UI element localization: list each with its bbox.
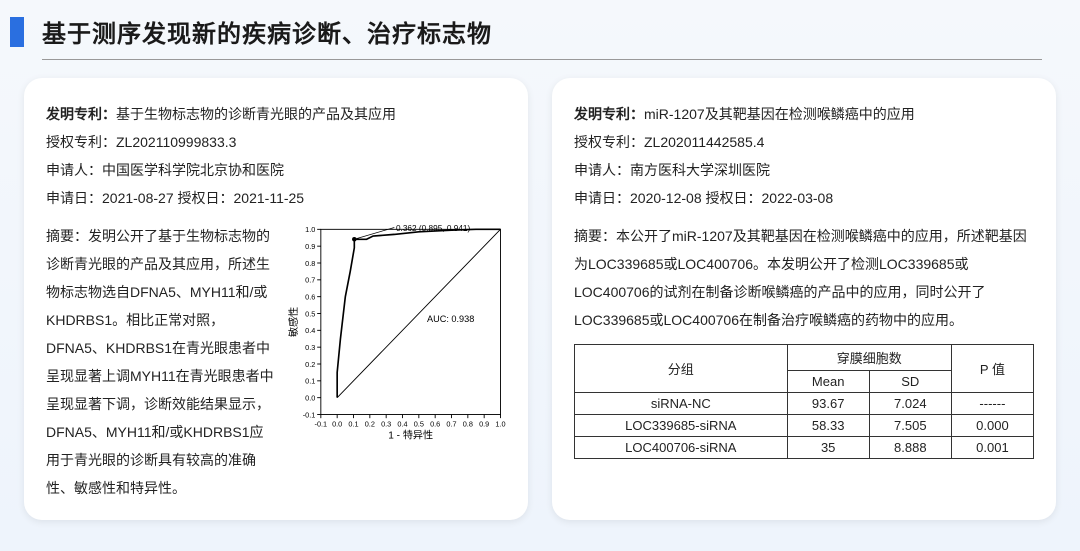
apply-date-label: 申请日： (46, 190, 102, 206)
svg-text:0.4: 0.4 (305, 326, 315, 335)
auth-no-line: 授权专利：ZL202110999833.3 (46, 128, 506, 156)
th-group: 分组 (575, 345, 788, 393)
th-mean: Mean (787, 371, 869, 393)
results-table: 分组 穿膜细胞数 P 值 Mean SD siRNA-NC93.677.024-… (574, 344, 1034, 459)
roc-chart: -0.1 0.0 0.1 0.2 0.3 0.4 0.5 0.6 0.7 0.8 0.9 1.0 -0.… (286, 222, 506, 502)
table-cell: 7.505 (869, 415, 951, 437)
svg-text:0.5: 0.5 (305, 309, 315, 318)
table-header-row-1: 分组 穿膜细胞数 P 值 (575, 345, 1034, 371)
table-row: LOC339685-siRNA58.337.5050.000 (575, 415, 1034, 437)
svg-text:0.1: 0.1 (305, 377, 315, 386)
svg-text:0.1: 0.1 (348, 419, 358, 428)
svg-text:0.362 (0.895, 0.941): 0.362 (0.895, 0.941) (396, 224, 471, 233)
svg-text:0.3: 0.3 (305, 343, 315, 352)
patent-title-line: 发明专利：基于生物标志物的诊断青光眼的产品及其应用 (46, 100, 506, 128)
svg-text:0.0: 0.0 (332, 419, 342, 428)
svg-text:0.9: 0.9 (479, 419, 489, 428)
th-p: P 值 (951, 345, 1033, 393)
svg-text:AUC: 0.938: AUC: 0.938 (427, 314, 474, 324)
dates-line: 申请日：2021-08-27 授权日：2021-11-25 (46, 184, 506, 212)
svg-text:0.6: 0.6 (430, 419, 440, 428)
abstract-label: 摘要： (46, 228, 88, 244)
patent-title: miR-1207及其靶基因在检测喉鳞癌中的应用 (644, 106, 915, 122)
auth-no: ZL202110999833.3 (116, 134, 236, 150)
svg-text:0.2: 0.2 (305, 360, 315, 369)
svg-text:0.7: 0.7 (446, 419, 456, 428)
title-accent (10, 17, 24, 47)
applicant-label: 申请人： (574, 162, 630, 178)
svg-text:0.9: 0.9 (305, 242, 315, 251)
table-cell: 8.888 (869, 437, 951, 459)
grant-date: 2021-11-25 (234, 190, 305, 206)
svg-text:0.8: 0.8 (305, 259, 315, 268)
page-title: 基于测序发现新的疾病诊断、治疗标志物 (42, 14, 492, 49)
grant-date: 2022-03-08 (762, 190, 834, 206)
svg-text:敏感性: 敏感性 (287, 307, 300, 337)
th-sd: SD (869, 371, 951, 393)
cards-row: 发明专利：基于生物标志物的诊断青光眼的产品及其应用 授权专利：ZL2021109… (0, 78, 1080, 520)
patent-label: 发明专利： (574, 106, 644, 122)
table-cell: 93.67 (787, 393, 869, 415)
svg-text:1 - 特异性: 1 - 特异性 (388, 428, 433, 441)
svg-text:0.5: 0.5 (414, 419, 424, 428)
table-cell: 0.000 (951, 415, 1033, 437)
patent-card-right: 发明专利：miR-1207及其靶基因在检测喉鳞癌中的应用 授权专利：ZL2020… (552, 78, 1056, 520)
svg-text:0.4: 0.4 (397, 419, 407, 428)
abstract-text: 发明公开了基于生物标志物的诊断青光眼的产品及其应用，所述生物标志物选自DFNA5… (46, 228, 274, 496)
table-row: LOC400706-siRNA358.8880.001 (575, 437, 1034, 459)
svg-text:0.8: 0.8 (463, 419, 473, 428)
abstract-block: 摘要：发明公开了基于生物标志物的诊断青光眼的产品及其应用，所述生物标志物选自DF… (46, 222, 276, 502)
svg-text:0.0: 0.0 (305, 393, 315, 402)
table-cell: 7.024 (869, 393, 951, 415)
apply-date: 2020-12-08 (630, 190, 702, 206)
table-cell: ------ (951, 393, 1033, 415)
dates-line: 申请日：2020-12-08 授权日：2022-03-08 (574, 184, 1034, 212)
apply-date-label: 申请日： (574, 190, 630, 206)
grant-date-label: 授权日： (702, 190, 762, 206)
applicant-line: 申请人：中国医学科学院北京协和医院 (46, 156, 506, 184)
abstract-text: 本公开了miR-1207及其靶基因在检测喉鳞癌中的应用，所述靶基因为LOC339… (574, 228, 1027, 328)
auth-no-line: 授权专利：ZL202011442585.4 (574, 128, 1034, 156)
left-body: 摘要：发明公开了基于生物标志物的诊断青光眼的产品及其应用，所述生物标志物选自DF… (46, 222, 506, 502)
applicant-line: 申请人：南方医科大学深圳医院 (574, 156, 1034, 184)
patent-title-line: 发明专利：miR-1207及其靶基因在检测喉鳞癌中的应用 (574, 100, 1034, 128)
grant-date-label: 授权日： (174, 190, 234, 206)
patent-card-left: 发明专利：基于生物标志物的诊断青光眼的产品及其应用 授权专利：ZL2021109… (24, 78, 528, 520)
svg-text:-0.1: -0.1 (303, 410, 316, 419)
svg-text:0.6: 0.6 (305, 292, 315, 301)
applicant: 南方医科大学深圳医院 (630, 162, 770, 178)
apply-date: 2021-08-27 (102, 190, 174, 206)
title-bar: 基于测序发现新的疾病诊断、治疗标志物 (0, 0, 1080, 59)
table-cell: 58.33 (787, 415, 869, 437)
svg-text:1.0: 1.0 (495, 419, 505, 428)
svg-text:-0.1: -0.1 (315, 419, 328, 428)
patent-label: 发明专利： (46, 106, 116, 122)
applicant: 中国医学科学院北京协和医院 (102, 162, 284, 178)
auth-no-label: 授权专利： (46, 134, 116, 150)
table-cell: 35 (787, 437, 869, 459)
table-body: siRNA-NC93.677.024------LOC339685-siRNA5… (575, 393, 1034, 459)
svg-text:0.2: 0.2 (365, 419, 375, 428)
table-head: 分组 穿膜细胞数 P 值 Mean SD (575, 345, 1034, 393)
th-span: 穿膜细胞数 (787, 345, 951, 371)
svg-text:1.0: 1.0 (305, 225, 315, 234)
title-underline (42, 59, 1042, 60)
table-cell: LOC339685-siRNA (575, 415, 788, 437)
table-cell: 0.001 (951, 437, 1033, 459)
applicant-label: 申请人： (46, 162, 102, 178)
patent-title: 基于生物标志物的诊断青光眼的产品及其应用 (116, 106, 396, 122)
table-row: siRNA-NC93.677.024------ (575, 393, 1034, 415)
auth-no: ZL202011442585.4 (644, 134, 764, 150)
table-cell: LOC400706-siRNA (575, 437, 788, 459)
svg-text:0.7: 0.7 (305, 276, 315, 285)
roc-svg: -0.1 0.0 0.1 0.2 0.3 0.4 0.5 0.6 0.7 0.8 0.9 1.0 -0.… (286, 222, 506, 442)
table-cell: siRNA-NC (575, 393, 788, 415)
abstract-label: 摘要： (574, 228, 616, 244)
svg-text:0.3: 0.3 (381, 419, 391, 428)
abstract-block: 摘要：本公开了miR-1207及其靶基因在检测喉鳞癌中的应用，所述靶基因为LOC… (574, 222, 1034, 334)
auth-no-label: 授权专利： (574, 134, 644, 150)
